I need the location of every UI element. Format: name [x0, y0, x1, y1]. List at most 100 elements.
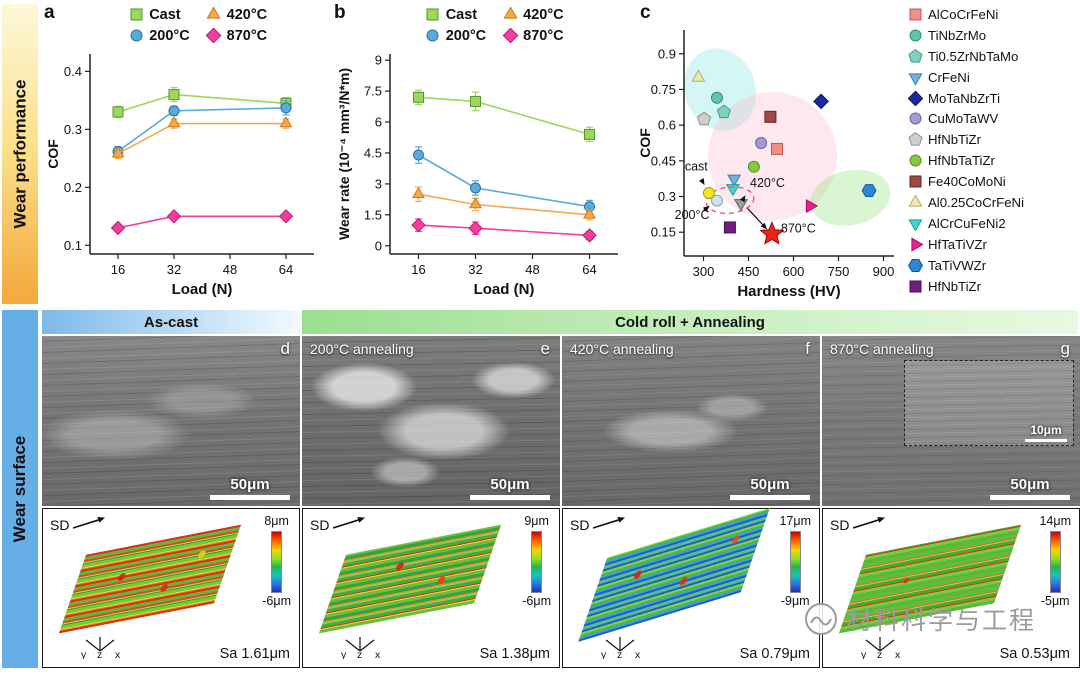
chart-c-plot: 0.15 0.3 0.45 0.6 0.75 0.9 300 450 600 750 900 Hard… — [637, 30, 894, 300]
sd-label-d: SD — [50, 517, 70, 533]
sd-arrow-icon — [73, 517, 106, 529]
svg-text:0.1: 0.1 — [64, 238, 82, 253]
legend-item: HfNbTiZr — [908, 129, 1080, 150]
roughness-value-d: Sa 1.61μm — [219, 646, 290, 662]
legend-item: HfTaTiVZr — [908, 234, 1080, 255]
legend-marker-icon — [908, 132, 923, 146]
svg-text:4.5: 4.5 — [364, 145, 382, 160]
svg-text:y: y — [861, 649, 867, 659]
svg-text:x: x — [635, 649, 641, 659]
scale-bar-line-g — [990, 495, 1070, 500]
sem-title-e: 200°C annealing — [310, 341, 414, 357]
legend-marker-icon — [205, 28, 222, 43]
sem-image-420c-annealing: 420°C annealing f 50μm — [562, 336, 820, 506]
svg-text:z: z — [357, 649, 362, 659]
inset-scale-bar-g: 10μm — [1025, 423, 1067, 442]
chart-b-legend: Cast 420°C 200°C 870°C — [425, 4, 564, 46]
colorbar-min-e: -6μm — [522, 593, 551, 608]
legend-item-label: MoTaNbZrTi — [928, 90, 1001, 106]
svg-text:0.75: 0.75 — [651, 82, 676, 97]
svg-text:3: 3 — [375, 176, 382, 191]
panel-letter-a: a — [44, 2, 55, 23]
colorbar-d: 8μm -6μm — [262, 514, 291, 609]
legend-marker-icon — [908, 73, 923, 85]
sem-title-g: 870°C annealing — [830, 341, 934, 357]
svg-text:870°C: 870°C — [781, 222, 816, 236]
svg-text:COF: COF — [637, 128, 653, 158]
svg-text:0.15: 0.15 — [651, 225, 676, 240]
svg-text:y: y — [341, 649, 347, 659]
svg-text:200°C: 200°C — [675, 208, 710, 222]
scale-bar-f: 50μm — [730, 476, 810, 500]
legend-item-label: CuMoTaWV — [928, 111, 999, 127]
legend-item: 870°C — [502, 25, 564, 46]
legend-item-label: Cast — [149, 6, 181, 23]
legend-item: AlCrCuFeNi2 — [908, 213, 1080, 234]
legend-marker-icon — [130, 29, 143, 42]
svg-text:x: x — [895, 649, 901, 659]
svg-text:0.3: 0.3 — [64, 122, 82, 137]
sliding-direction-g: SD — [830, 517, 888, 533]
scale-label-d: 50μm — [230, 476, 270, 493]
svg-text:16: 16 — [411, 262, 425, 277]
chart-c-legend: AlCoCrFeNi TiNbZrMo Ti0.5ZrNbTaMo CrFeNi MoT… — [908, 4, 1080, 296]
legend-item: HfNbTaTiZr — [908, 150, 1080, 171]
legend-marker-icon — [911, 237, 923, 252]
sem-image-870c-annealing: 870°C annealing g 10μm 50μm — [822, 336, 1080, 506]
legend-item: HfNbTiZr — [908, 276, 1080, 297]
legend-item: 870°C — [205, 25, 267, 46]
panel-letter-f: f — [805, 339, 810, 358]
svg-text:64: 64 — [582, 262, 596, 277]
legend-item: Ti0.5ZrNbTaMo — [908, 46, 1080, 67]
legend-marker-icon — [909, 175, 922, 188]
legend-marker-icon — [909, 8, 922, 21]
legend-item-label: AlCoCrFeNi — [928, 6, 999, 22]
colorbar-gradient-e — [531, 530, 543, 593]
legend-item: TiNbZrMo — [908, 25, 1080, 46]
legend-marker-icon — [130, 8, 143, 21]
legend-item-label: HfNbTaTiZr — [928, 153, 995, 169]
legend-item: 420°C — [206, 4, 267, 25]
scale-label-e: 50μm — [490, 476, 530, 493]
svg-text:64: 64 — [279, 262, 293, 277]
legend-item-label: 870°C — [523, 27, 564, 44]
sd-arrow-icon — [333, 517, 366, 529]
scale-label-g: 50μm — [1010, 476, 1050, 493]
legend-item: AlCoCrFeNi — [908, 4, 1080, 25]
chart-a-plot: 0.1 0.2 0.3 0.4 16 32 48 64 Load (N) COF — [45, 54, 314, 298]
legend-item-label: HfNbTiZr — [928, 132, 981, 148]
legend-item: Fe40CoMoNi — [908, 171, 1080, 192]
scale-bar-e: 50μm — [470, 476, 550, 500]
svg-text:450: 450 — [738, 264, 760, 279]
legend-marker-icon — [502, 28, 519, 43]
legend-item: Cast — [425, 4, 486, 25]
scale-bar-line-f — [730, 495, 810, 500]
legend-marker-icon — [908, 90, 923, 106]
scale-bar-line-e — [470, 495, 550, 500]
svg-text:7.5: 7.5 — [364, 84, 382, 99]
watermark-logo-icon — [805, 603, 837, 635]
scale-bar-line-d — [210, 495, 290, 500]
svg-text:0: 0 — [375, 238, 382, 253]
svg-text:0.6: 0.6 — [658, 118, 676, 133]
colorbar-gradient-g — [1049, 530, 1061, 593]
svg-text:48: 48 — [223, 262, 237, 277]
sd-arrow-icon — [593, 517, 626, 529]
svg-text:0.4: 0.4 — [64, 64, 82, 79]
legend-item: Al0.25CoCrFeNi — [908, 192, 1080, 213]
sliding-direction-e: SD — [310, 517, 368, 533]
svg-text:y: y — [601, 649, 607, 659]
legend-marker-icon — [206, 7, 221, 19]
legend-marker-icon — [908, 258, 923, 272]
legend-marker-icon — [909, 154, 922, 167]
colorbar-gradient-f — [789, 530, 801, 593]
colorbar-g: 14μm -5μm — [1039, 514, 1071, 609]
group-header-cold-roll-annealing: Cold roll + Annealing — [302, 310, 1078, 334]
legend-item-label: 420°C — [523, 6, 564, 23]
sem-title-f: 420°C annealing — [570, 341, 674, 357]
